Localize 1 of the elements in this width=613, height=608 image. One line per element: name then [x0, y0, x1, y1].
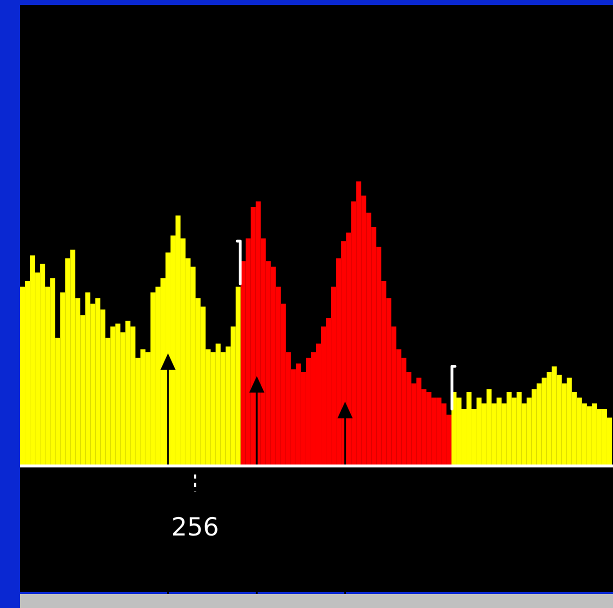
- text: 256: [173, 516, 218, 536]
